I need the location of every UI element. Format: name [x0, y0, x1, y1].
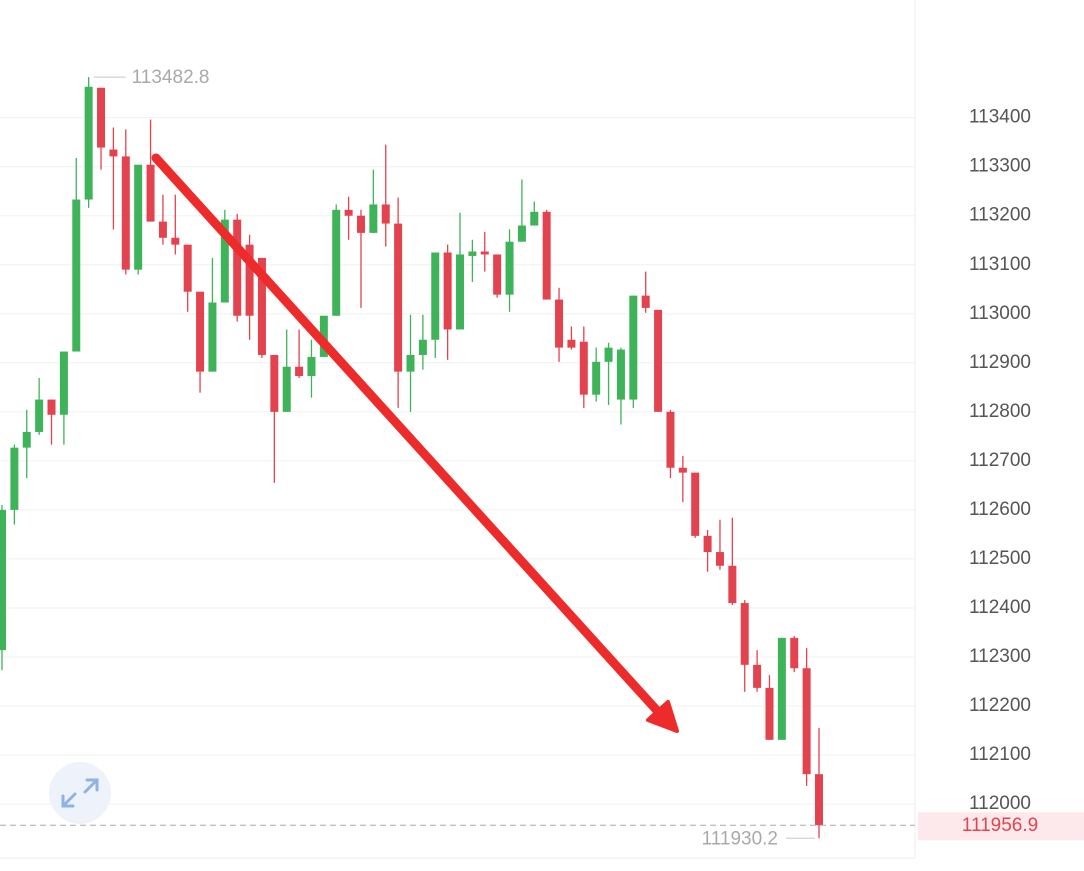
- candle-body: [344, 209, 353, 216]
- candle-body: [0, 509, 6, 651]
- candle-body: [97, 87, 106, 148]
- y-tick-label: 113100: [969, 254, 1031, 275]
- y-tick-label: 112100: [969, 744, 1031, 765]
- candle-body: [183, 244, 192, 292]
- candle-body: [171, 237, 180, 245]
- arrow-head: [646, 700, 679, 733]
- annotations: 113482.8 111930.2 111956.9: [0, 67, 1084, 849]
- candle-body: [72, 199, 81, 352]
- candle-body: [356, 215, 365, 233]
- candle-body: [753, 664, 762, 688]
- current-price-label: 111956.9: [962, 815, 1038, 836]
- candle-body: [715, 552, 724, 566]
- grid: 112000 112100 112200 112300 112400 112500 1126…: [0, 107, 1031, 814]
- candle-body: [517, 225, 526, 242]
- candle-body: [134, 164, 143, 270]
- candle-body: [468, 251, 477, 256]
- candle-body: [220, 219, 229, 303]
- candle-body: [47, 399, 56, 415]
- candle-body: [493, 254, 502, 295]
- candle-body: [196, 291, 205, 372]
- candle-body: [233, 219, 242, 316]
- candle-body: [542, 211, 551, 300]
- candle-body: [691, 472, 700, 536]
- y-tick-label: 112800: [969, 401, 1031, 422]
- candle-body: [332, 209, 341, 316]
- candle-body: [146, 164, 155, 222]
- y-tick-label: 113000: [969, 303, 1031, 324]
- candle-body: [777, 637, 786, 740]
- candle-body: [604, 347, 613, 362]
- candle-body: [394, 223, 403, 372]
- expand-button[interactable]: [49, 762, 111, 824]
- candles: [0, 77, 823, 839]
- candle-body: [666, 411, 675, 468]
- candle-body: [703, 535, 712, 553]
- y-tick-label: 112400: [969, 597, 1031, 618]
- candle-body: [418, 339, 427, 355]
- candle-body: [59, 351, 68, 415]
- candle-body: [616, 349, 625, 400]
- candle-body: [765, 687, 774, 740]
- candle-body: [22, 431, 31, 448]
- y-tick-label: 112300: [969, 646, 1031, 667]
- min-label: 111930.2: [702, 828, 778, 849]
- candle-body: [282, 366, 291, 412]
- y-tick-label: 112500: [969, 548, 1031, 569]
- candle-body: [381, 204, 390, 224]
- candle-body: [629, 295, 638, 400]
- y-tick-label: 112000: [969, 793, 1031, 814]
- candle-body: [480, 251, 489, 255]
- max-label: 113482.8: [132, 67, 210, 88]
- candle-body: [369, 204, 378, 233]
- candle-body: [443, 252, 452, 330]
- trend-arrow: [151, 153, 679, 733]
- candle-body: [740, 603, 749, 665]
- y-tick-label: 113300: [969, 156, 1031, 177]
- expand-button-bg[interactable]: [49, 762, 111, 824]
- candle-body: [109, 149, 118, 157]
- candle-body: [35, 399, 44, 432]
- candle-body: [158, 221, 167, 238]
- candle-body: [530, 211, 539, 226]
- candle-body: [208, 302, 217, 372]
- candle-body: [592, 361, 601, 395]
- candle-body: [456, 254, 465, 330]
- y-tick-label: 112900: [969, 352, 1031, 373]
- candle-body: [579, 341, 588, 395]
- candle-body: [84, 86, 93, 200]
- candle-body: [641, 295, 650, 308]
- candle-body: [790, 637, 799, 669]
- candle-body: [567, 339, 576, 348]
- candle-body: [270, 354, 279, 412]
- candle-body: [555, 299, 564, 348]
- y-tick-label: 113400: [969, 107, 1031, 128]
- candle-body: [257, 257, 266, 355]
- candle-body: [10, 447, 19, 510]
- candle-body: [245, 244, 254, 316]
- y-tick-label: 112600: [969, 499, 1031, 520]
- y-tick-label: 112200: [969, 695, 1031, 716]
- candle-body: [431, 252, 440, 340]
- candle-body: [121, 156, 130, 270]
- y-tick-label: 112700: [969, 450, 1031, 471]
- candle-body: [295, 366, 304, 377]
- candle-body: [678, 467, 687, 473]
- candle-body: [319, 315, 328, 357]
- arrow-shaft: [151, 153, 666, 720]
- current-price-box: [918, 812, 1084, 841]
- expand-icon[interactable]: [61, 778, 99, 808]
- candle-body: [307, 356, 316, 377]
- candle-body: [654, 309, 663, 412]
- candle-body: [815, 774, 823, 826]
- y-tick-label: 113200: [969, 205, 1031, 226]
- candle-body: [728, 565, 737, 604]
- candle-body: [802, 668, 811, 775]
- candle-body: [505, 241, 514, 295]
- candle-body: [406, 354, 415, 372]
